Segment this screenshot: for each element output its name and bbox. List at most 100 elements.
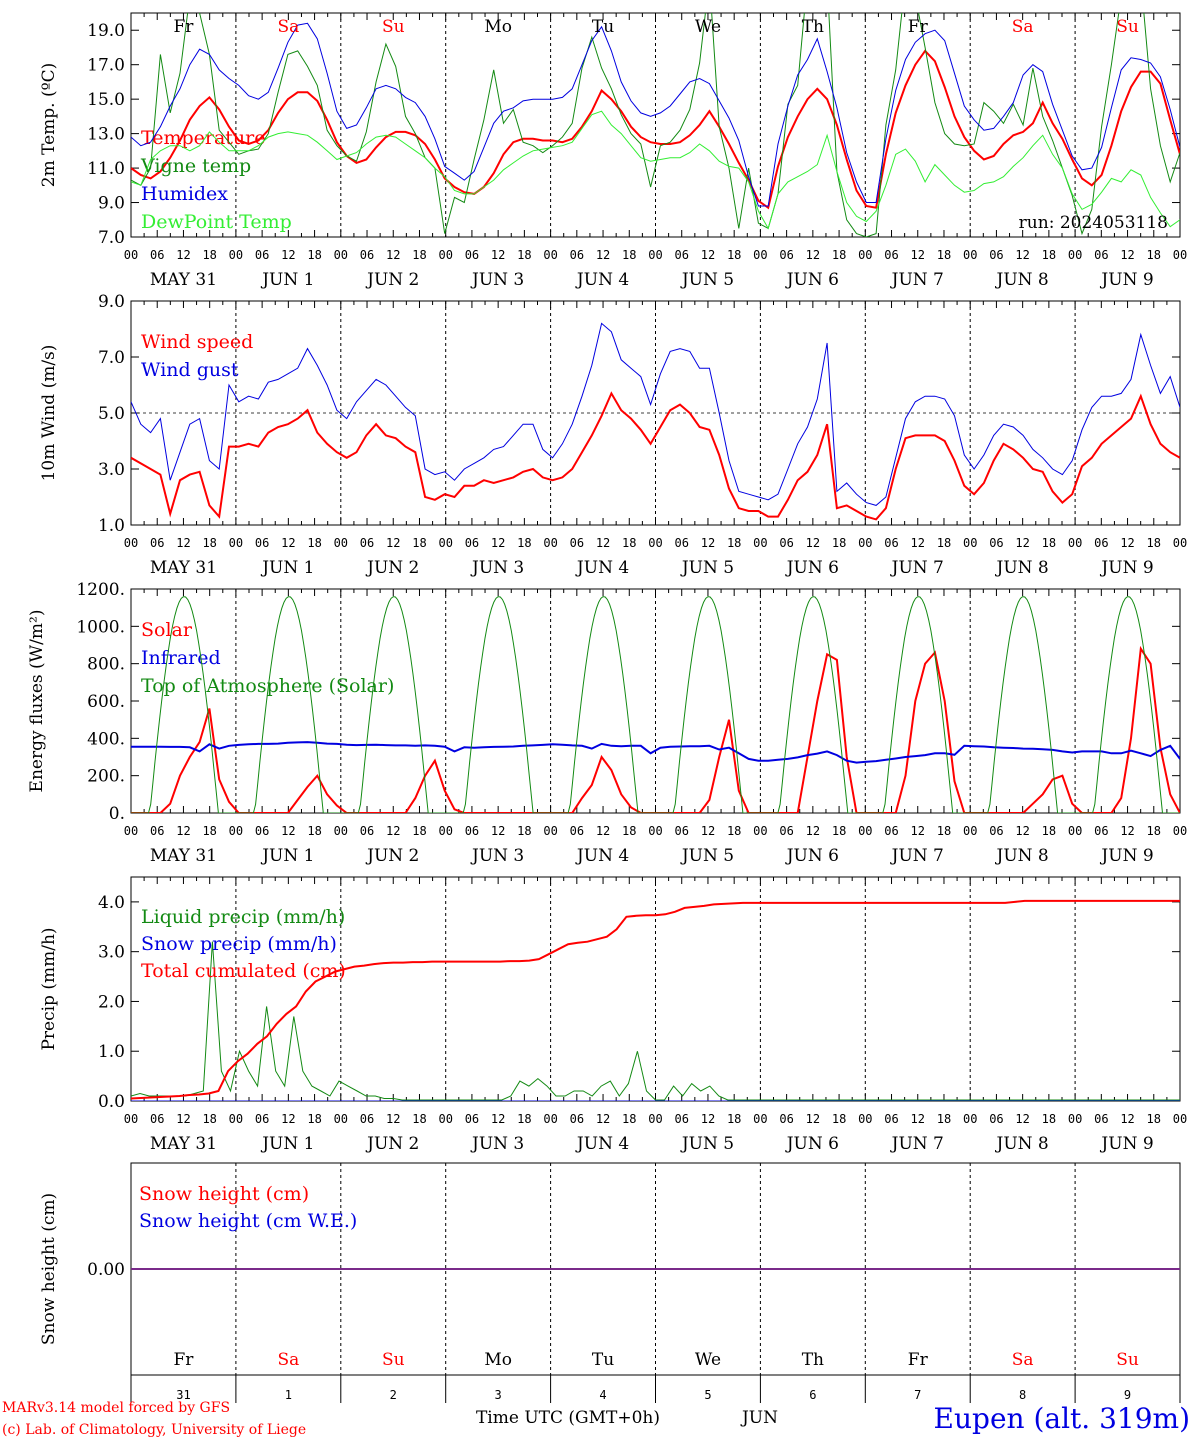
y-tick-label: 11.0: [87, 159, 125, 179]
hour-tick-label: 12: [1120, 1112, 1134, 1126]
panel-4: 0.0 1.0 2.0 3.0 4.0 Precip (mm/h) Liquid preci…: [39, 876, 1187, 1154]
date-label: JUN 1: [260, 1134, 314, 1154]
hour-tick-label: 00: [229, 824, 243, 838]
date-label: JUN 4: [575, 1134, 629, 1154]
hour-tick-label: 00: [334, 824, 348, 838]
legend-entry: Total cumulated (cm): [141, 960, 346, 982]
hour-tick-label: 00: [753, 824, 767, 838]
hour-tick-label: 00: [543, 824, 557, 838]
hour-tick-label: 18: [517, 1112, 531, 1126]
hour-tick-label: 18: [832, 536, 846, 550]
hour-tick-label: 06: [465, 1112, 479, 1126]
hour-tick-label: 00: [648, 536, 662, 550]
hour-tick-label: 00: [543, 1112, 557, 1126]
hour-tick-label: 12: [176, 824, 190, 838]
date-label: JUN 5: [680, 558, 734, 578]
hour-tick-label: 12: [491, 536, 505, 550]
day-of-week-label: Su: [1116, 1350, 1139, 1370]
hour-tick-label: 12: [176, 248, 190, 262]
day-of-week-label: Su: [382, 17, 405, 37]
hour-tick-label: 00: [438, 536, 452, 550]
hour-tick-label: 12: [911, 824, 925, 838]
hour-tick-label: 00: [753, 248, 767, 262]
legend-entry: Snow precip (mm/h): [141, 933, 337, 955]
hour-tick-label: 12: [806, 1112, 820, 1126]
time-axis-label: Time UTC (GMT+0h): [476, 1408, 660, 1428]
day-of-week-label: Su: [382, 1350, 405, 1370]
date-label: JUN 1: [260, 846, 314, 866]
day-of-week-label: Th: [802, 17, 824, 37]
hour-tick-label: 12: [1015, 536, 1029, 550]
hour-tick-label: 00: [753, 1112, 767, 1126]
date-label: JUN 3: [470, 270, 524, 290]
day-of-week-label: Mo: [484, 1350, 512, 1370]
y-tick-label: 0.: [109, 804, 125, 824]
date-label: MAY 31: [150, 1134, 217, 1154]
legend-entry: Wind speed: [141, 331, 253, 353]
date-label: JUN 2: [365, 1134, 419, 1154]
hour-tick-label: 00: [124, 1112, 138, 1126]
hour-tick-label: 18: [727, 536, 741, 550]
legend-entry: Top of Atmosphere (Solar): [141, 675, 394, 697]
hour-tick-label: 06: [989, 824, 1003, 838]
day-number-label: 4: [599, 1388, 606, 1402]
date-label: JUN 6: [785, 270, 839, 290]
legend-entry: Liquid precip (mm/h): [141, 906, 345, 928]
hour-tick-label: 12: [701, 824, 715, 838]
hour-tick-label: 12: [596, 824, 610, 838]
date-label: MAY 31: [150, 846, 217, 866]
day-number-label: 9: [1124, 1388, 1131, 1402]
hour-tick-label: 00: [963, 536, 977, 550]
hour-tick-label: 06: [1094, 536, 1108, 550]
hour-tick-label: 00: [858, 824, 872, 838]
date-label: JUN 9: [1099, 846, 1153, 866]
hour-tick-label: 06: [989, 536, 1003, 550]
day-number-label: 8: [1019, 1388, 1026, 1402]
y-tick-label: 4.0: [98, 893, 125, 913]
hour-tick-label: 12: [1015, 248, 1029, 262]
y-tick-label: 800.: [87, 655, 125, 675]
hour-tick-label: 18: [1042, 248, 1056, 262]
hour-tick-label: 00: [1068, 536, 1082, 550]
hour-tick-label: 18: [1147, 248, 1161, 262]
date-label: JUN 5: [680, 270, 734, 290]
hour-tick-label: 18: [1147, 824, 1161, 838]
hour-tick-label: 12: [386, 536, 400, 550]
hour-tick-label: 06: [1094, 1112, 1108, 1126]
date-label: JUN 6: [785, 846, 839, 866]
hour-tick-label: 06: [360, 824, 374, 838]
date-label: JUN 4: [575, 270, 629, 290]
day-of-week-label: Su: [1116, 17, 1139, 37]
day-number-label: 7: [914, 1388, 921, 1402]
hour-tick-label: 12: [491, 248, 505, 262]
date-label: JUN 1: [260, 558, 314, 578]
legend-entry: Vigne temp: [140, 155, 251, 177]
day-number-label: 3: [495, 1388, 502, 1402]
hour-tick-label: 18: [937, 536, 951, 550]
day-number-label: 5: [704, 1388, 711, 1402]
hour-tick-label: 12: [911, 248, 925, 262]
hour-tick-label: 18: [937, 1112, 951, 1126]
y-axis-label: 10m Wind (m/s): [39, 345, 59, 482]
hour-tick-label: 06: [570, 536, 584, 550]
hour-tick-label: 06: [570, 824, 584, 838]
hour-tick-label: 12: [1015, 824, 1029, 838]
hour-tick-label: 00: [963, 1112, 977, 1126]
hour-tick-label: 06: [884, 1112, 898, 1126]
y-axis-label: Energy fluxes (W/m²): [27, 610, 47, 793]
y-tick-label: 3.0: [98, 943, 125, 963]
hour-tick-label: 06: [255, 824, 269, 838]
hour-tick-label: 18: [1042, 536, 1056, 550]
hour-tick-label: 06: [255, 1112, 269, 1126]
day-of-week-label: Sa: [1012, 1350, 1034, 1370]
plot-frame: [130, 588, 1181, 814]
hour-tick-label: 18: [412, 1112, 426, 1126]
hour-tick-label: 18: [727, 1112, 741, 1126]
date-label: JUN 3: [470, 846, 524, 866]
y-tick-label: 7.0: [98, 228, 125, 248]
date-label: JUN 9: [1099, 1134, 1153, 1154]
hour-tick-label: 12: [806, 248, 820, 262]
hour-tick-label: 12: [491, 824, 505, 838]
hour-tick-label: 18: [1042, 824, 1056, 838]
